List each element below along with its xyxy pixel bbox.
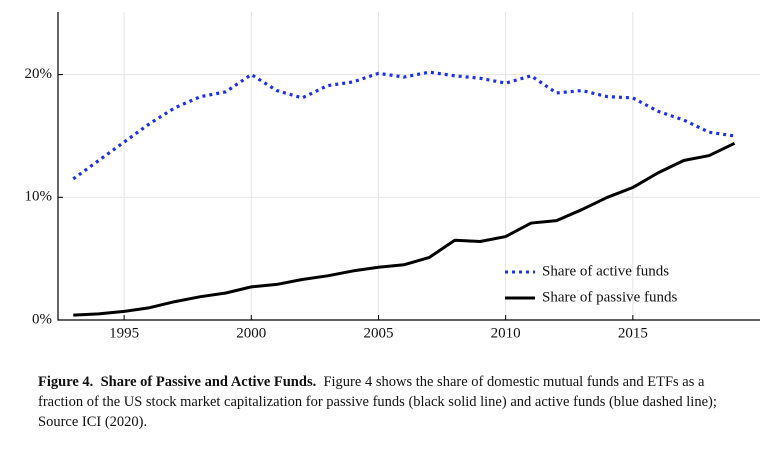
x-tick-label: 2010 <box>491 325 521 341</box>
series-line <box>73 141 736 317</box>
x-tick-label: 1995 <box>109 325 139 341</box>
caption: Figure 4. Share of Passive and Active Fu… <box>38 372 738 432</box>
y-tick-label: 0% <box>32 311 52 327</box>
axes <box>57 12 760 321</box>
chart: 0% 10% 20% 1995 2000 2005 2010 2015 Share of act… <box>25 12 760 341</box>
legend-label: Share of active funds <box>542 263 669 279</box>
y-tick-label: 20% <box>25 66 53 82</box>
x-tick-label: 2005 <box>363 325 393 341</box>
series-line <box>72 70 735 181</box>
caption-label: Figure 4. <box>38 374 94 390</box>
caption-text: Figure 4 shows the share of domestic mut… <box>38 374 717 430</box>
caption-title: Share of Passive and Active Funds. <box>100 374 317 390</box>
x-tick-label: 2015 <box>618 325 648 341</box>
legend-label: Share of passive funds <box>542 289 678 305</box>
x-tick-label: 2000 <box>236 325 266 341</box>
y-tick-label: 10% <box>25 189 53 205</box>
